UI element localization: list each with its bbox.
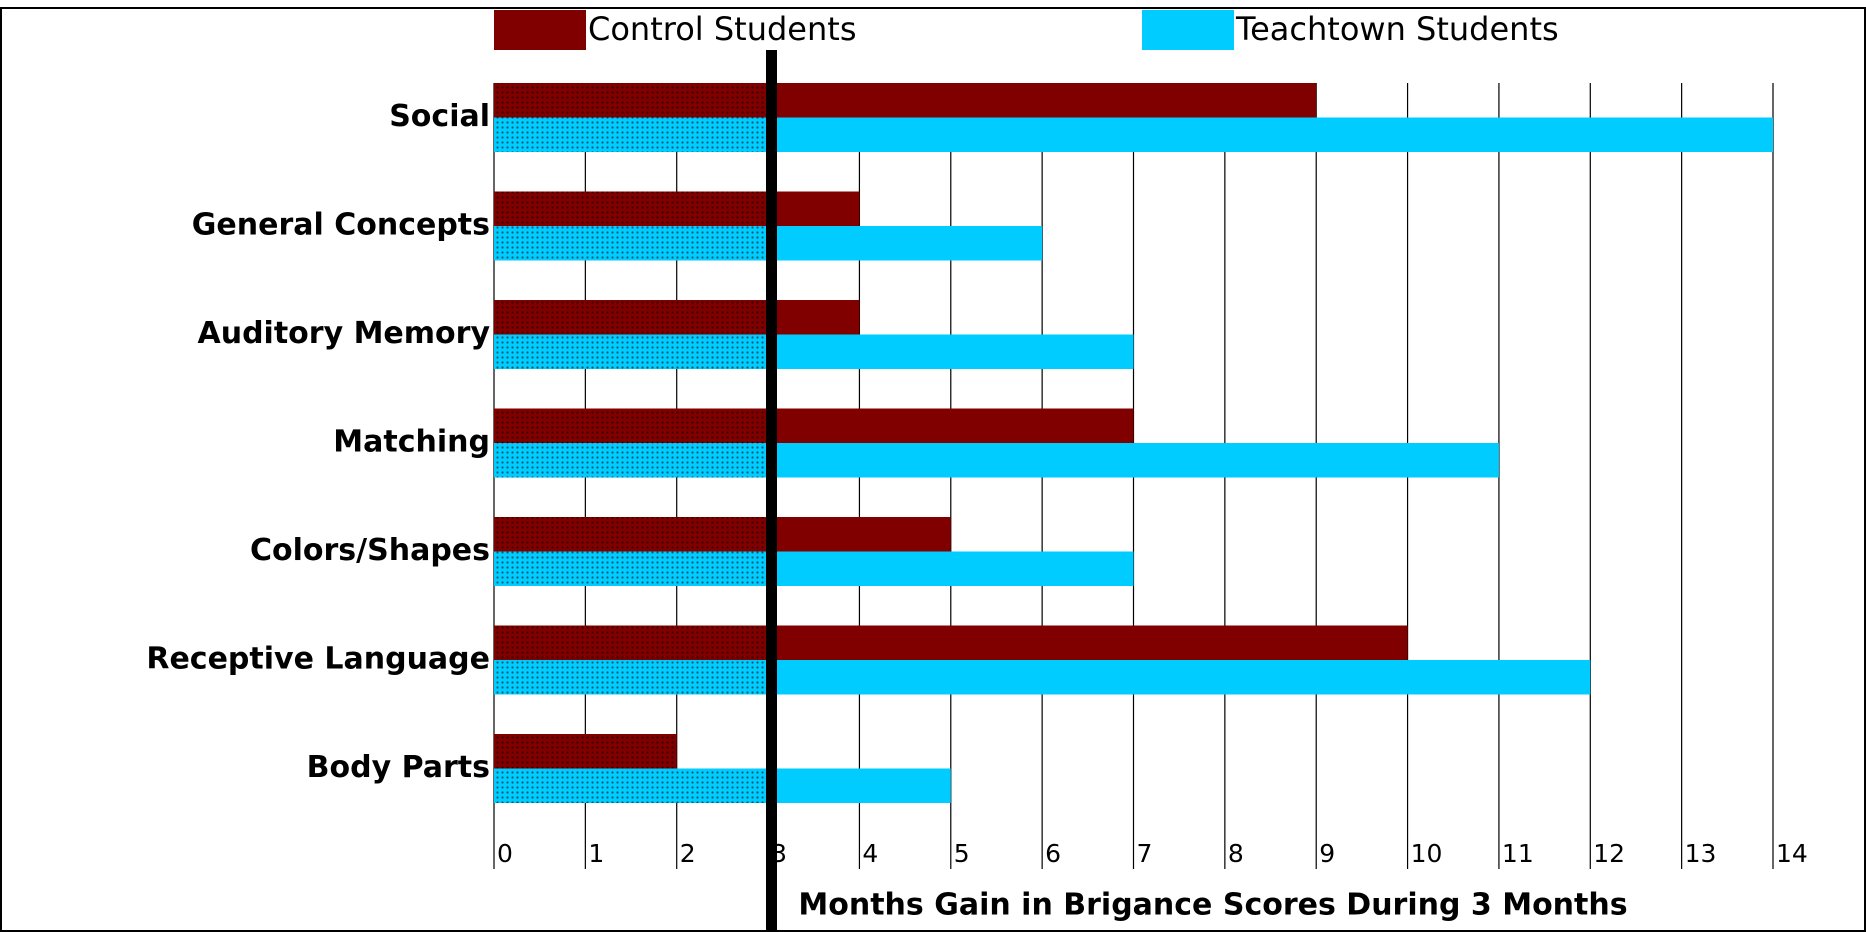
bar-texture xyxy=(494,226,769,261)
x-tick-label: 9 xyxy=(1319,839,1335,868)
x-tick-label: 0 xyxy=(497,839,513,868)
bar-texture xyxy=(494,408,769,443)
category-label: Body Parts xyxy=(307,750,490,785)
category-label: Social xyxy=(389,99,490,134)
x-tick-label: 3 xyxy=(771,839,787,868)
category-label: General Concepts xyxy=(192,208,490,243)
legend-swatch xyxy=(494,10,586,50)
x-tick-label: 13 xyxy=(1685,839,1717,868)
legend-label: Control Students xyxy=(588,10,856,48)
bar-texture xyxy=(494,768,769,803)
bar-texture xyxy=(494,300,769,335)
x-tick-label: 6 xyxy=(1045,839,1061,868)
category-label: Colors/Shapes xyxy=(250,533,490,568)
bar-texture xyxy=(494,734,677,769)
x-tick-label: 2 xyxy=(680,839,696,868)
bar-texture xyxy=(494,334,769,369)
x-tick-label: 5 xyxy=(954,839,970,868)
x-tick-label: 11 xyxy=(1502,839,1534,868)
texture xyxy=(494,83,769,803)
reference-line xyxy=(766,50,777,932)
x-tick-label: 8 xyxy=(1228,839,1244,868)
legend-label: Teachtown Students xyxy=(1235,10,1559,48)
bar-texture xyxy=(494,517,769,552)
x-tick-label: 1 xyxy=(588,839,604,868)
legend-swatch xyxy=(1142,10,1234,50)
x-tick-label: 14 xyxy=(1776,839,1808,868)
x-axis-label: Months Gain in Brigance Scores During 3 … xyxy=(798,888,1627,923)
category-label: Matching xyxy=(333,425,490,460)
bar-texture xyxy=(494,443,769,478)
bar-texture xyxy=(494,191,769,226)
bar-texture xyxy=(494,117,769,152)
bar-texture xyxy=(494,625,769,660)
x-tick-label: 10 xyxy=(1411,839,1443,868)
bar-texture xyxy=(494,660,769,695)
x-tick-label: 4 xyxy=(862,839,878,868)
x-tick-label: 7 xyxy=(1137,839,1153,868)
frame xyxy=(0,7,1866,932)
x-tick-label: 12 xyxy=(1593,839,1625,868)
category-label: Receptive Language xyxy=(146,642,490,677)
bar-texture xyxy=(494,83,769,118)
bar-texture xyxy=(494,551,769,586)
category-label: Auditory Memory xyxy=(198,316,491,351)
